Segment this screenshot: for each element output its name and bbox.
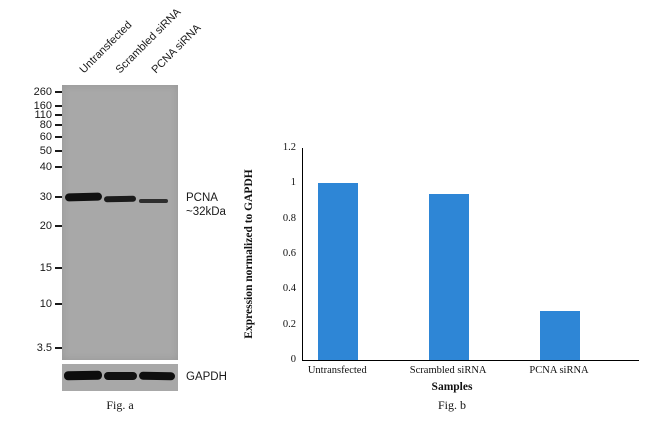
x-tick-label: PCNA siRNA (529, 365, 589, 376)
mw-marker-label: 50 (39, 145, 52, 157)
mw-marker-tick (55, 166, 62, 168)
y-tick-label: 0 (290, 354, 296, 365)
western-blot-gapdh (62, 364, 178, 391)
pcna-band-lane1 (64, 192, 103, 202)
gapdh-band-lane1 (63, 370, 103, 381)
bar-3 (540, 310, 581, 360)
mw-marker-label: 10 (39, 298, 52, 310)
fig-b-caption: Fig. b (437, 398, 466, 412)
mw-marker-tick (55, 303, 62, 305)
mw-marker-tick (55, 91, 62, 93)
mw-marker-label: 60 (39, 131, 52, 143)
mw-marker-label: 15 (39, 262, 52, 274)
y-tick-label: 0.2 (282, 318, 296, 330)
mw-marker-tick (55, 114, 62, 116)
x-tick-label: Untransfected (307, 365, 367, 376)
mw-marker-tick (55, 347, 62, 349)
y-tick-label: 0.6 (282, 248, 296, 259)
mw-marker-label: 40 (39, 161, 52, 173)
mw-marker-tick (55, 196, 62, 198)
pcna-band-lane3 (139, 199, 168, 203)
bar-1 (318, 183, 359, 360)
mw-marker-label: 260 (33, 86, 52, 98)
y-tick-label: 0.8 (282, 212, 296, 224)
pcna-band-label: PCNA ~32kDa (186, 191, 226, 219)
mw-marker-tick (55, 136, 62, 138)
mw-marker-tick (55, 105, 62, 107)
mw-marker-label: 20 (39, 220, 52, 232)
mw-marker-label: 80 (39, 119, 52, 131)
pcna-band-label-line2: ~32kDa (186, 206, 226, 218)
mw-marker-tick (55, 124, 62, 126)
pcna-band-lane2 (103, 195, 137, 203)
y-axis-title: Expression normalized to GAPDH (243, 169, 255, 339)
gapdh-band-lane2 (104, 372, 137, 380)
y-tick-label: 1.2 (282, 142, 296, 153)
mw-marker-tick (55, 267, 62, 269)
x-tick-label: Scrambled siRNA (409, 365, 487, 376)
bar-2 (429, 193, 470, 360)
fig-a-caption: Fig. a (106, 398, 134, 412)
pcna-band-label-line1: PCNA (186, 192, 218, 204)
western-blot-main (62, 85, 178, 360)
x-axis-title: Samples (431, 381, 473, 393)
mw-marker-tick (55, 150, 62, 152)
mw-marker-label: 110 (34, 109, 52, 121)
mw-marker-label: 3.5 (36, 342, 52, 354)
gapdh-label: GAPDH (186, 371, 227, 383)
mw-marker-label: 30 (39, 191, 52, 203)
plot-area (302, 148, 639, 361)
gapdh-band-lane3 (138, 371, 176, 381)
mw-marker-tick (55, 225, 62, 227)
y-tick-label: 1 (290, 177, 296, 189)
lane-label-2: Scrambled siRNA (113, 6, 184, 76)
y-tick-label: 0.4 (282, 283, 296, 295)
mw-marker-label: 160 (33, 100, 52, 112)
